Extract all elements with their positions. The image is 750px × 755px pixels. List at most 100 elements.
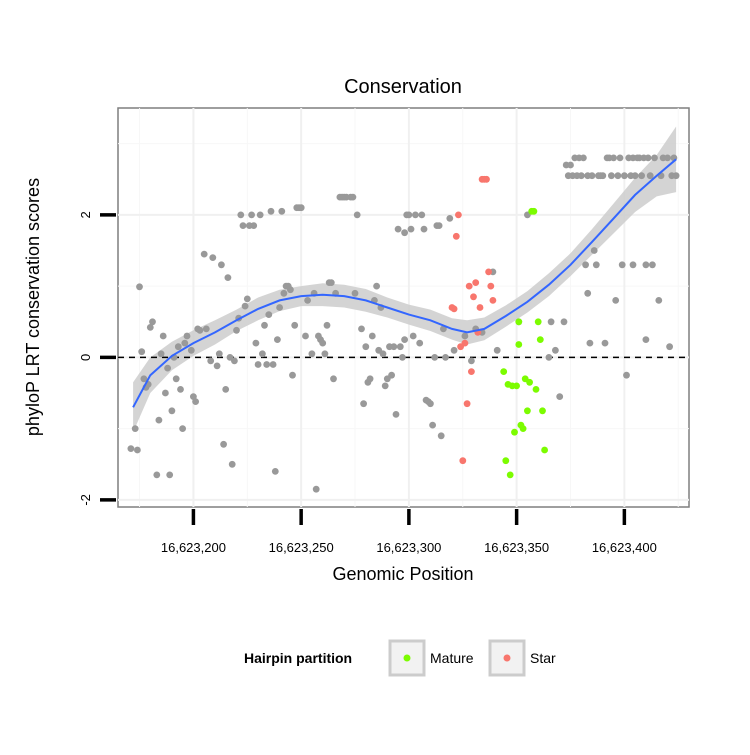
point-other <box>254 361 262 368</box>
x-axis: 16,623,200 16,623,250 16,623,300 16,623,350… <box>161 509 657 555</box>
y-axis: -2 0 2 <box>78 211 116 506</box>
point-other <box>442 354 449 361</box>
point-other <box>612 297 620 304</box>
point-other <box>276 304 283 311</box>
point-star <box>470 293 477 301</box>
point-other <box>390 343 398 351</box>
point-other <box>610 154 617 162</box>
point-other <box>399 354 406 361</box>
point-other <box>420 225 428 233</box>
point-other <box>127 445 135 452</box>
point-other <box>631 172 639 180</box>
point-other <box>222 386 230 393</box>
point-mature <box>506 471 514 479</box>
point-star <box>461 339 469 347</box>
point-other <box>159 332 167 340</box>
point-other <box>248 211 256 219</box>
point-other <box>362 343 370 351</box>
point-other <box>157 350 165 358</box>
point-other <box>649 261 656 269</box>
point-other <box>327 279 335 286</box>
smooth-line-layer <box>132 158 677 408</box>
legend-item-mature: Mature <box>388 639 474 677</box>
point-other <box>416 339 424 347</box>
point-other <box>547 318 555 326</box>
point-other <box>567 161 574 169</box>
point-other <box>274 336 281 343</box>
point-other <box>401 229 408 237</box>
point-other <box>256 211 264 219</box>
point-other <box>412 211 419 219</box>
point-other <box>138 348 146 356</box>
point-other <box>179 425 187 432</box>
point-star <box>472 279 480 286</box>
point-other <box>401 336 408 343</box>
point-mature <box>513 382 520 390</box>
point-star <box>465 282 473 290</box>
point-other <box>664 154 671 162</box>
chart-title: Conservation <box>344 76 462 98</box>
point-other <box>381 382 389 390</box>
point-other <box>651 154 658 162</box>
y-tick-label: -2 <box>78 494 93 506</box>
point-other <box>215 350 223 358</box>
point-other <box>353 211 361 219</box>
point-other <box>616 154 624 162</box>
point-other <box>304 297 311 304</box>
point-mature <box>534 318 542 326</box>
point-other <box>312 485 320 493</box>
point-mature <box>515 318 523 326</box>
point-other <box>392 411 400 418</box>
legend-label-mature: Mature <box>430 650 474 666</box>
point-other <box>196 326 204 334</box>
point-other <box>373 282 380 290</box>
point-other <box>241 302 249 310</box>
point-other <box>218 261 225 269</box>
point-other <box>330 375 337 383</box>
point-other <box>202 325 210 333</box>
point-other <box>621 172 628 180</box>
point-other <box>172 375 180 383</box>
point-other <box>437 432 445 440</box>
point-other <box>450 346 458 354</box>
point-other <box>592 261 600 269</box>
point-other <box>308 350 316 358</box>
point-other <box>580 154 587 162</box>
point-mature <box>541 446 548 454</box>
legend-item-star: Star <box>488 639 556 677</box>
point-other <box>250 222 258 230</box>
point-star <box>450 305 458 313</box>
point-other <box>407 225 415 233</box>
point-other <box>136 283 143 291</box>
point-other <box>213 362 221 370</box>
legend: Hairpin partition Mature Star <box>244 639 556 677</box>
point-other <box>623 371 630 379</box>
point-mature <box>500 368 508 375</box>
point-other <box>493 346 501 354</box>
point-other <box>388 371 395 379</box>
y-axis-title: phyloP LRT conservation scores <box>23 178 43 436</box>
point-other <box>181 339 189 347</box>
point-other <box>243 295 251 303</box>
x-axis-title: Genomic Position <box>332 564 473 584</box>
point-other <box>642 336 650 343</box>
point-other <box>231 357 238 365</box>
point-other <box>209 254 217 261</box>
point-star <box>487 282 495 290</box>
point-other <box>155 416 163 424</box>
point-other <box>360 400 367 408</box>
point-other <box>644 154 652 162</box>
point-star <box>459 457 467 465</box>
point-other <box>638 172 645 180</box>
point-other <box>368 332 376 340</box>
point-other <box>146 324 154 331</box>
point-mature <box>511 428 518 436</box>
point-other <box>545 354 553 361</box>
point-other <box>599 172 607 180</box>
point-other <box>418 211 426 219</box>
point-other <box>351 289 359 297</box>
point-other <box>427 400 434 408</box>
point-other <box>261 321 268 329</box>
point-other <box>149 318 156 326</box>
